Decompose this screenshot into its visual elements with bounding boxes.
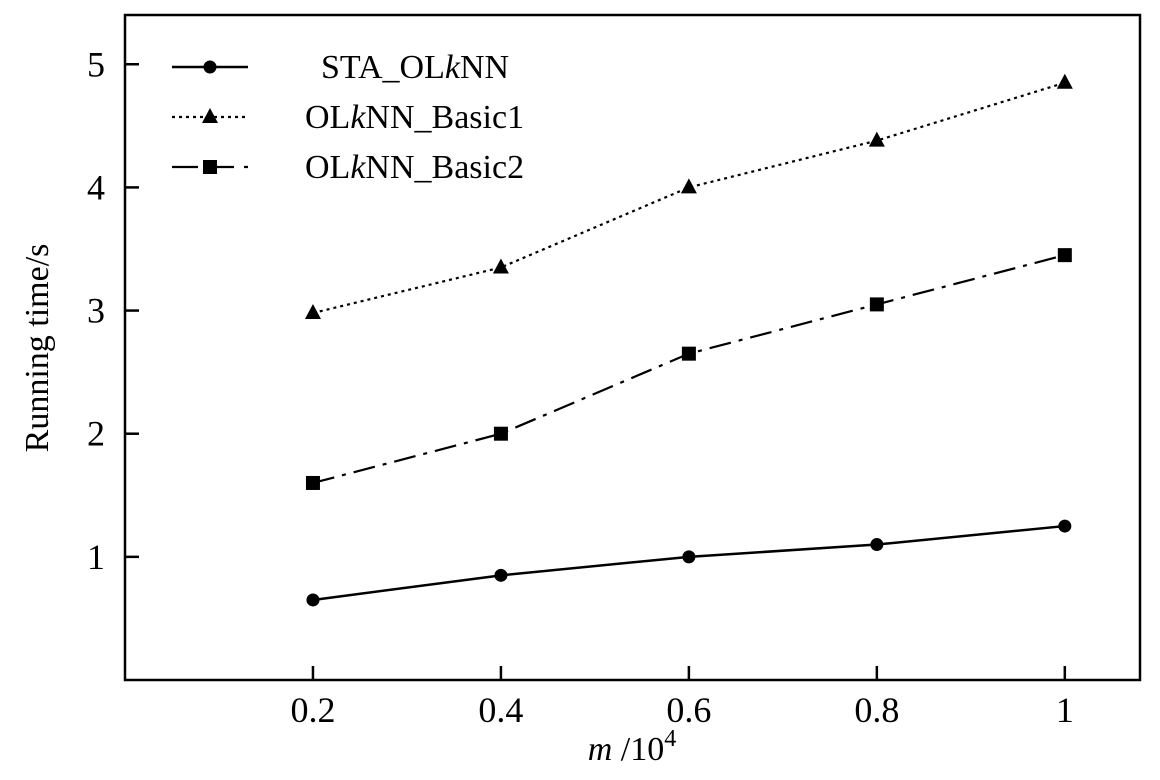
plot-frame — [123, 13, 1142, 682]
data-point — [492, 258, 509, 274]
series-line — [312, 254, 1066, 485]
x-axis-unit: /10 — [612, 731, 664, 768]
x-tick-label: 1 — [1056, 690, 1074, 730]
legend-marker — [202, 108, 218, 123]
data-point — [306, 593, 320, 607]
series-3 — [305, 248, 1072, 490]
y-tick-label: 3 — [87, 291, 105, 331]
data-point — [870, 538, 884, 552]
data-point — [493, 426, 508, 441]
y-tick-label: 1 — [87, 537, 105, 577]
series-1 — [306, 519, 1072, 607]
x-axis-label: m /104 — [588, 726, 677, 768]
data-point — [1058, 519, 1072, 533]
y-tick-label: 4 — [87, 167, 105, 207]
data-point — [1057, 248, 1072, 263]
x-axis-exponent: 4 — [664, 726, 676, 752]
x-tick-label: 0.6 — [666, 690, 711, 730]
x-tick-label: 0.2 — [290, 690, 335, 730]
legend-label: OLkNN_Basic1 — [305, 99, 524, 136]
data-point — [869, 297, 884, 312]
series-2 — [304, 73, 1073, 320]
x-tick-label: 0.4 — [478, 690, 523, 730]
data-point — [304, 304, 321, 320]
x-tick-label: 0.8 — [854, 690, 899, 730]
legend-marker — [203, 60, 217, 74]
data-point — [680, 178, 697, 194]
data-point — [681, 346, 696, 361]
x-axis-variable: m — [588, 731, 613, 768]
legend-marker — [203, 160, 217, 174]
data-point — [1056, 73, 1073, 89]
y-tick-label: 2 — [87, 414, 105, 454]
legend-label: STA_OLkNN — [321, 49, 509, 86]
y-tick-label: 5 — [87, 44, 105, 84]
data-point — [682, 550, 696, 564]
y-axis-label: Running time/s — [19, 244, 56, 453]
series-line — [312, 81, 1066, 315]
legend-label: OLkNN_Basic2 — [305, 149, 524, 186]
legend: STA_OLkNN OLkNN_Basic1 OLkNN_Basic2 — [172, 49, 524, 186]
data-point — [868, 131, 885, 147]
data-point — [494, 568, 508, 582]
data-point — [305, 475, 320, 490]
